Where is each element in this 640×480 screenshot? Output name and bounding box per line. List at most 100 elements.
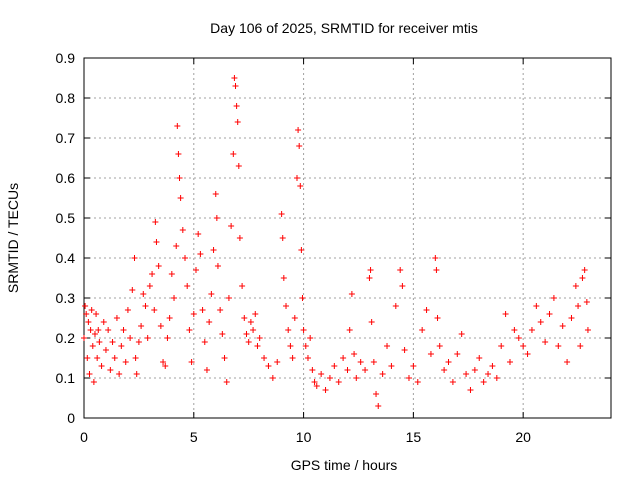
data-point xyxy=(197,251,204,257)
data-point xyxy=(362,367,369,373)
data-point xyxy=(432,255,439,261)
chart-title: Day 106 of 2025, SRMTID for receiver mti… xyxy=(210,20,478,36)
data-point xyxy=(88,307,95,313)
data-point xyxy=(434,315,441,321)
data-point xyxy=(151,307,158,313)
data-point xyxy=(171,295,178,301)
data-point xyxy=(176,175,183,181)
y-tick-label: 0.6 xyxy=(56,170,76,186)
data-point xyxy=(254,343,261,349)
data-point xyxy=(433,267,440,273)
data-point xyxy=(506,359,513,365)
data-point xyxy=(89,343,96,349)
data-point xyxy=(160,359,167,365)
data-point xyxy=(366,275,373,281)
data-point xyxy=(302,343,309,349)
data-point xyxy=(498,343,505,349)
data-point xyxy=(142,303,149,309)
data-point xyxy=(467,387,474,393)
data-point xyxy=(293,175,300,181)
data-point xyxy=(405,375,412,381)
x-tick-label: 5 xyxy=(190,429,198,445)
data-point xyxy=(300,327,307,333)
data-point xyxy=(186,327,193,333)
x-tick-label: 10 xyxy=(296,429,312,445)
data-point xyxy=(146,283,153,289)
data-point xyxy=(230,151,237,157)
data-point xyxy=(471,367,478,373)
data-point xyxy=(463,371,470,377)
data-point xyxy=(157,323,164,329)
data-point xyxy=(564,359,571,365)
data-point xyxy=(225,295,232,301)
data-point xyxy=(493,375,500,381)
data-point xyxy=(86,371,93,377)
data-point xyxy=(93,311,100,317)
data-point xyxy=(384,343,391,349)
data-point xyxy=(555,343,562,349)
data-point xyxy=(485,371,492,377)
data-point xyxy=(351,351,358,357)
data-point xyxy=(149,271,156,277)
x-axis-label: GPS time / hours xyxy=(291,457,398,473)
data-point xyxy=(250,327,257,333)
data-point xyxy=(572,283,579,289)
data-point xyxy=(206,319,213,325)
data-point xyxy=(102,347,109,353)
data-point xyxy=(583,299,590,305)
data-point xyxy=(528,327,535,333)
data-point xyxy=(81,335,87,341)
data-point xyxy=(166,315,173,321)
data-point xyxy=(379,371,386,377)
data-point xyxy=(199,307,206,313)
data-point xyxy=(269,375,276,381)
data-point xyxy=(256,335,263,341)
data-point xyxy=(138,323,145,329)
data-point xyxy=(295,127,302,133)
data-point xyxy=(299,295,306,301)
data-point xyxy=(118,343,125,349)
data-point xyxy=(307,335,314,341)
data-point xyxy=(311,379,318,385)
data-point xyxy=(85,319,92,325)
data-point xyxy=(245,339,252,345)
data-point xyxy=(318,371,325,377)
data-point xyxy=(335,379,342,385)
data-point xyxy=(252,311,259,317)
grid-lines xyxy=(84,58,611,418)
data-point xyxy=(326,375,333,381)
data-point xyxy=(533,303,540,309)
data-point xyxy=(575,303,582,309)
data-point xyxy=(164,335,171,341)
data-point xyxy=(550,295,557,301)
data-point xyxy=(489,363,496,369)
data-point xyxy=(236,235,243,241)
y-axis-label: SRMTID / TECUs xyxy=(5,183,21,293)
data-point xyxy=(177,195,184,201)
data-point xyxy=(152,219,159,225)
data-point xyxy=(188,359,195,365)
data-point xyxy=(397,267,404,273)
data-point xyxy=(581,267,588,273)
axis-ticks: 0 0.1 0.2 0.3 0.4 0.5 0.6 0.7 0.8 0.9 0 5 10 15 20 xyxy=(56,50,611,445)
data-point xyxy=(82,303,89,309)
y-tick-label: 0.7 xyxy=(56,130,76,146)
data-point xyxy=(568,315,575,321)
data-point xyxy=(243,331,250,337)
plot-frame xyxy=(83,57,612,419)
data-point xyxy=(367,267,374,273)
data-point xyxy=(287,343,294,349)
data-point xyxy=(90,379,97,385)
data-point xyxy=(348,291,355,297)
data-point xyxy=(537,319,544,325)
data-point xyxy=(340,355,347,361)
data-point xyxy=(190,311,197,317)
data-point xyxy=(113,315,120,321)
data-point xyxy=(261,355,268,361)
data-point xyxy=(322,387,329,393)
data-point xyxy=(213,215,220,221)
data-point xyxy=(559,323,566,329)
data-point xyxy=(83,311,90,317)
data-point xyxy=(234,119,241,125)
